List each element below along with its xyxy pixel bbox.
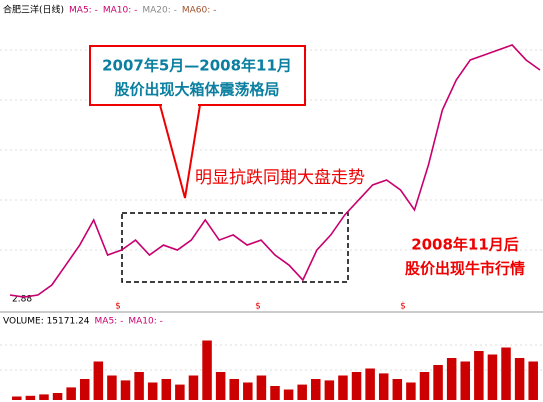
box-range xyxy=(121,212,349,283)
volume-bar xyxy=(487,354,498,400)
volume-bar xyxy=(107,375,117,400)
volume-bar xyxy=(324,380,335,400)
volume-bar xyxy=(474,351,484,400)
callout-pointer xyxy=(158,104,202,199)
volume-bar xyxy=(93,361,104,400)
volume-bar xyxy=(528,361,538,400)
volume-bar xyxy=(66,387,76,400)
event-marker: $ xyxy=(115,302,121,312)
volume-bar xyxy=(392,379,403,400)
volume-bar xyxy=(12,396,22,400)
header-item: 合肥三洋(日线) xyxy=(3,4,64,16)
volume-bar xyxy=(406,382,416,400)
callout-box xyxy=(89,45,306,106)
volume-bar xyxy=(378,373,389,400)
volume-bar xyxy=(25,395,36,400)
volume-bar xyxy=(202,340,212,400)
volume-bar xyxy=(270,386,280,400)
volume-bar xyxy=(419,372,430,400)
volume-bar xyxy=(161,379,172,400)
volume-bar xyxy=(188,375,199,400)
volume-bar xyxy=(433,365,443,400)
low-label: 2.88 xyxy=(12,295,32,305)
volume-bar xyxy=(256,375,267,400)
volume-bar xyxy=(351,372,362,400)
price-line xyxy=(9,44,541,298)
volume-bar xyxy=(365,368,375,400)
header-item: MA20: - xyxy=(142,6,177,16)
header-item: MA60: - xyxy=(182,6,217,16)
callout-line-2: 股价出现大箱体震荡格局 xyxy=(114,81,279,99)
volume-bar xyxy=(243,382,253,400)
volume-bar xyxy=(120,380,131,400)
annotation: 2008年11月后 xyxy=(411,236,519,254)
volume-bar xyxy=(215,372,226,400)
volume-bar xyxy=(79,379,90,400)
volume-bar xyxy=(147,382,158,400)
volume-bar xyxy=(514,358,525,400)
header-item: MA10: - xyxy=(128,317,163,327)
callout-line-1: 2007年5月—2008年11月 xyxy=(102,57,292,75)
volume-bar xyxy=(283,389,294,400)
volume-bar xyxy=(446,358,457,400)
volume-bar xyxy=(460,361,471,400)
volume-bar xyxy=(501,347,511,400)
volume-bar xyxy=(297,384,307,400)
volume-bar xyxy=(52,393,63,400)
volume-bar xyxy=(39,394,49,400)
volume-bar xyxy=(134,372,144,400)
volume-bar xyxy=(229,379,239,400)
event-marker: $ xyxy=(400,302,406,312)
volume-bar xyxy=(175,384,185,400)
header-item: MA10: - xyxy=(103,6,138,16)
annotation: 明显抗跌同期大盘走势 xyxy=(195,168,365,188)
annotation: 股价出现牛市行情 xyxy=(405,260,525,278)
header-item: MA5: - xyxy=(69,6,98,16)
volume-bar xyxy=(338,375,348,400)
header-item: VOLUME: 15171.24 xyxy=(3,317,90,327)
header-item: MA5: - xyxy=(95,317,124,327)
volume-bar xyxy=(311,379,321,400)
event-marker: $ xyxy=(255,302,261,312)
